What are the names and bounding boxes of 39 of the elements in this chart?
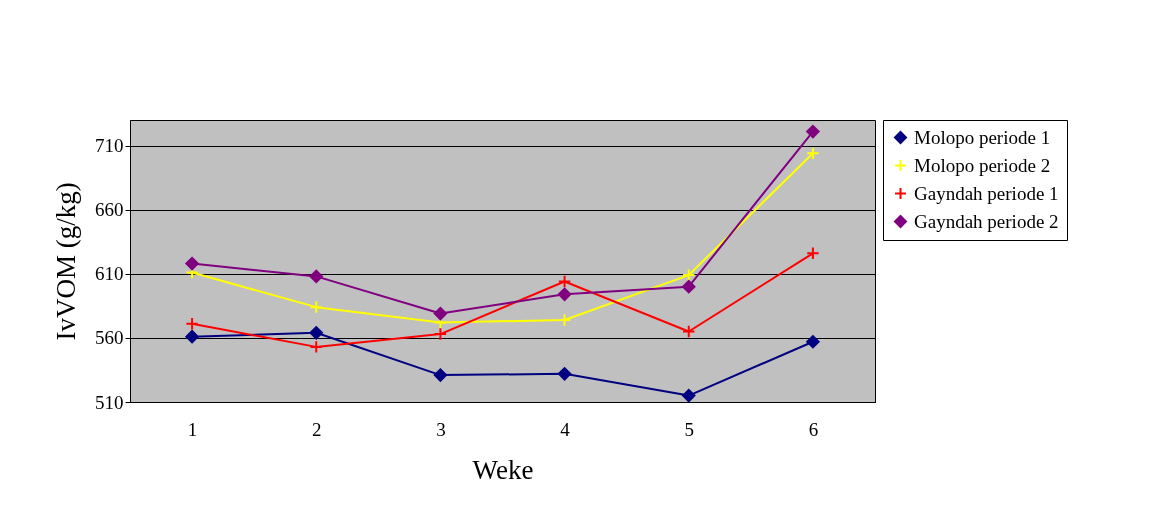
y-tick-label: 510 [95,391,124,413]
point [185,256,199,271]
y-tick-label: 710 [95,135,124,157]
point [806,246,820,261]
x-axis-title: Weke [472,454,534,485]
point [682,279,696,294]
point [806,146,820,161]
point [309,326,323,340]
point [309,269,323,284]
point [557,313,572,327]
x-tick-label: 1 [187,418,198,440]
point [185,329,199,344]
y-tick-label: 660 [95,199,124,221]
legend-label: Gayndah periode 1 [914,182,1059,204]
point [433,327,448,341]
legend-label: Molopo periode 2 [914,154,1051,176]
point [806,335,820,349]
y-tick-label: 560 [95,327,124,349]
point [806,124,820,139]
x-tick-label: 3 [436,418,446,440]
point [557,287,572,302]
point [557,274,572,289]
legend-label: Molopo periode 1 [914,126,1051,148]
legend-label: Gayndah periode 2 [914,210,1059,232]
y-tick-label: 610 [95,263,124,285]
x-tick-label: 4 [560,418,571,440]
x-tick-label: 5 [684,418,694,440]
point [309,340,323,354]
x-tick-label: 2 [312,418,322,440]
point [557,367,572,381]
point [433,306,448,321]
y-axis-title: IvVOM (g/kg) [51,182,81,341]
point [185,317,199,331]
point [682,324,696,339]
x-tick-label: 6 [808,418,819,440]
point [682,388,696,403]
point [309,300,323,314]
point [433,368,448,382]
point [682,268,696,282]
